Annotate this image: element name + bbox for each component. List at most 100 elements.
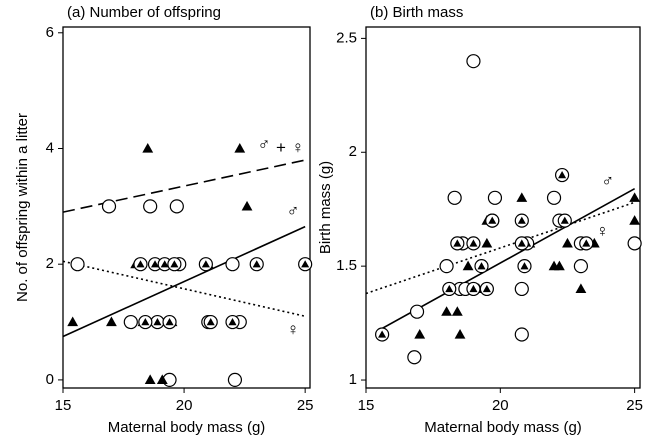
point-triangle (160, 260, 169, 268)
point-circle (546, 190, 562, 205)
annotation: ♂ (287, 202, 300, 221)
point-triangle (517, 216, 526, 224)
point-triangle (241, 200, 253, 211)
point-circle (143, 199, 158, 214)
point (466, 281, 481, 297)
point-circle (227, 372, 243, 388)
point (487, 190, 503, 205)
point (474, 259, 489, 274)
point-triangle (454, 328, 466, 339)
x-tick-label: 15 (358, 397, 375, 414)
point-triangle (481, 237, 493, 248)
point-triangle (150, 260, 160, 268)
point (514, 327, 529, 342)
x-tick-label: 25 (626, 397, 643, 414)
fit-line (62, 159, 306, 213)
point (441, 306, 452, 316)
point (573, 259, 589, 274)
point-triangle (516, 192, 528, 202)
point (546, 190, 562, 205)
y-tick-label: 4 (46, 139, 54, 156)
point-triangle (153, 318, 162, 326)
panel: (b) Birth mass 15 20 25 1 1.5 2 2.5 Maternal bod… (317, 4, 643, 436)
point (454, 328, 466, 339)
y-tick-label: 0 (46, 371, 54, 388)
point (409, 304, 425, 319)
plot-frame (62, 26, 311, 389)
point-triangle (156, 374, 168, 385)
fit-line (62, 225, 306, 338)
annotation: ♂ (601, 171, 614, 190)
point-triangle (453, 239, 462, 247)
point-triangle (582, 239, 591, 247)
x-axis-label: Maternal body mass (g) (108, 419, 266, 436)
x-axis-label: Maternal body mass (g) (424, 419, 582, 436)
panel-title: (a) Number of offspring (67, 4, 221, 21)
point-triangle (206, 318, 215, 326)
x-tick-label: 15 (55, 397, 72, 414)
fit-line (62, 260, 306, 318)
point (514, 236, 529, 251)
point-circle (466, 54, 481, 69)
point (298, 257, 313, 272)
point-triangle (142, 142, 154, 153)
point (138, 314, 153, 330)
point (133, 257, 148, 272)
point (562, 237, 573, 248)
point (234, 142, 246, 153)
point-triangle (560, 216, 569, 224)
point-circle (123, 314, 138, 330)
panel-title: (b) Birth mass (370, 4, 463, 21)
point (67, 316, 79, 327)
point-triangle (462, 260, 474, 271)
point-circle (447, 190, 462, 205)
point (462, 260, 474, 271)
point-triangle (234, 142, 246, 153)
annotation: ♀ (292, 138, 305, 157)
point (143, 199, 158, 214)
annotation: ♀ (287, 320, 300, 339)
point (157, 257, 172, 272)
point (101, 199, 117, 214)
y-tick-label: 6 (46, 24, 54, 41)
point-circle (407, 350, 422, 365)
point (629, 215, 641, 225)
point-triangle (414, 328, 426, 339)
point (442, 281, 457, 297)
point-triangle (170, 260, 179, 268)
point (106, 316, 117, 327)
point-triangle (252, 260, 261, 268)
point-circle (514, 327, 529, 342)
point (514, 281, 529, 297)
point-triangle (517, 239, 526, 247)
point-triangle (165, 318, 174, 326)
point-circle (439, 259, 454, 274)
point (162, 314, 177, 330)
point (241, 200, 253, 211)
point-triangle (136, 260, 145, 268)
x-tick-label: 20 (492, 397, 509, 414)
point (575, 283, 587, 294)
point-circle (169, 199, 184, 214)
point (517, 259, 532, 274)
point (554, 260, 565, 271)
y-tick-label: 2.5 (336, 29, 357, 46)
point-triangle (629, 215, 641, 225)
point-triangle (482, 284, 491, 293)
point (203, 314, 218, 330)
point (249, 257, 264, 272)
point-triangle (445, 284, 454, 293)
y-tick-label: 2 (46, 255, 54, 272)
plot-frame (365, 26, 641, 389)
point (225, 314, 240, 330)
point (629, 192, 641, 202)
point (557, 213, 572, 228)
point-triangle (558, 171, 567, 179)
point (70, 257, 85, 272)
point (407, 350, 422, 365)
point-triangle (554, 260, 565, 271)
point-triangle (106, 316, 117, 327)
point (466, 236, 481, 251)
point (150, 314, 165, 330)
